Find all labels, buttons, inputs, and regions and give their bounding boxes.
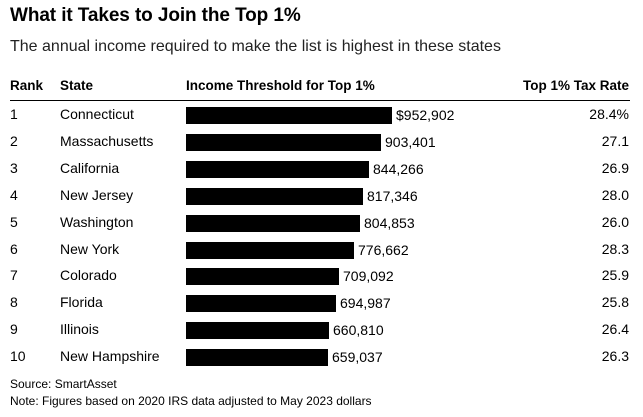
rank-cell: 3 bbox=[10, 159, 18, 176]
state-cell: New Hampshire bbox=[60, 348, 160, 365]
state-cell: Connecticut bbox=[60, 106, 134, 122]
header-tax-rate: Top 1% Tax Rate bbox=[522, 78, 629, 93]
state-cell: California bbox=[60, 159, 120, 176]
rank-cell: 9 bbox=[10, 321, 18, 338]
tax-rate-cell: 27.1 bbox=[601, 132, 629, 149]
state-cell: New Jersey bbox=[60, 186, 134, 203]
tax-rate-cell: 25.8 bbox=[601, 294, 629, 311]
rank-cell: 1 bbox=[10, 106, 18, 122]
table-row: 8 Florida 694,987 25.8 bbox=[0, 290, 643, 317]
income-value-label: 804,853 bbox=[364, 214, 415, 231]
table-row: 9 Illinois 660,810 26.4 bbox=[0, 317, 643, 344]
table-row: 2 Massachusetts 903,401 27.1 bbox=[0, 129, 643, 156]
table-row: 10 New Hampshire 659,037 26.3 bbox=[0, 344, 643, 371]
table-row: 3 California 844,266 26.9 bbox=[0, 156, 643, 183]
table-row: 1 Connecticut $952,902 28.4% bbox=[0, 102, 643, 129]
tax-rate-cell: 28.4% bbox=[589, 106, 629, 122]
rank-cell: 5 bbox=[10, 213, 18, 230]
rank-cell: 7 bbox=[10, 267, 18, 284]
rank-cell: 8 bbox=[10, 294, 18, 311]
tax-rate-cell: 26.9 bbox=[601, 159, 629, 176]
income-value-label: 817,346 bbox=[367, 187, 418, 204]
income-bar bbox=[186, 268, 339, 286]
table-row: 4 New Jersey 817,346 28.0 bbox=[0, 183, 643, 210]
header-divider bbox=[10, 100, 630, 101]
table-row: 6 New York 776,662 28.3 bbox=[0, 237, 643, 264]
state-cell: Illinois bbox=[60, 321, 99, 338]
income-bar bbox=[186, 349, 328, 367]
income-value-label: 903,401 bbox=[385, 133, 436, 150]
table-row: 7 Colorado 709,092 25.9 bbox=[0, 263, 643, 290]
tax-rate-cell: 25.9 bbox=[601, 267, 629, 284]
state-cell: New York bbox=[60, 240, 120, 257]
income-value-label: 776,662 bbox=[358, 241, 409, 258]
income-value-label: 660,810 bbox=[333, 322, 384, 339]
header-income-threshold: Income Threshold for Top 1% bbox=[186, 78, 375, 93]
tax-rate-cell: 26.0 bbox=[601, 213, 629, 230]
income-bar bbox=[186, 322, 329, 340]
state-cell: Florida bbox=[60, 294, 103, 311]
footnote: Note: Figures based on 2020 IRS data adj… bbox=[10, 394, 372, 408]
tax-rate-cell: 26.4 bbox=[601, 321, 629, 338]
header-state: State bbox=[60, 78, 94, 93]
income-value-label: 659,037 bbox=[332, 349, 383, 366]
rank-cell: 6 bbox=[10, 240, 18, 257]
tax-rate-cell: 26.3 bbox=[601, 348, 629, 365]
income-bar bbox=[186, 214, 360, 232]
rank-cell: 10 bbox=[10, 348, 26, 365]
income-value-label: $952,902 bbox=[396, 107, 455, 123]
rank-cell: 2 bbox=[10, 132, 18, 149]
tax-rate-cell: 28.0 bbox=[601, 186, 629, 203]
state-cell: Colorado bbox=[60, 267, 117, 284]
income-value-label: 709,092 bbox=[343, 268, 394, 285]
header-rank: Rank bbox=[10, 78, 44, 93]
chart-title: What it Takes to Join the Top 1% bbox=[10, 5, 301, 26]
income-bar bbox=[186, 160, 369, 178]
source-note: Source: SmartAsset bbox=[10, 377, 117, 391]
income-bar bbox=[186, 187, 363, 205]
income-bar bbox=[186, 241, 354, 259]
income-bar bbox=[186, 133, 381, 151]
tax-rate-cell: 28.3 bbox=[601, 240, 629, 257]
state-cell: Washington bbox=[60, 213, 134, 230]
income-value-label: 844,266 bbox=[373, 160, 424, 177]
rank-cell: 4 bbox=[10, 186, 18, 203]
income-bar bbox=[186, 107, 392, 124]
income-bar bbox=[186, 295, 336, 313]
state-cell: Massachusetts bbox=[60, 132, 154, 149]
income-value-label: 694,987 bbox=[340, 295, 391, 312]
table-row: 5 Washington 804,853 26.0 bbox=[0, 210, 643, 237]
chart-subtitle: The annual income required to make the l… bbox=[10, 38, 501, 55]
